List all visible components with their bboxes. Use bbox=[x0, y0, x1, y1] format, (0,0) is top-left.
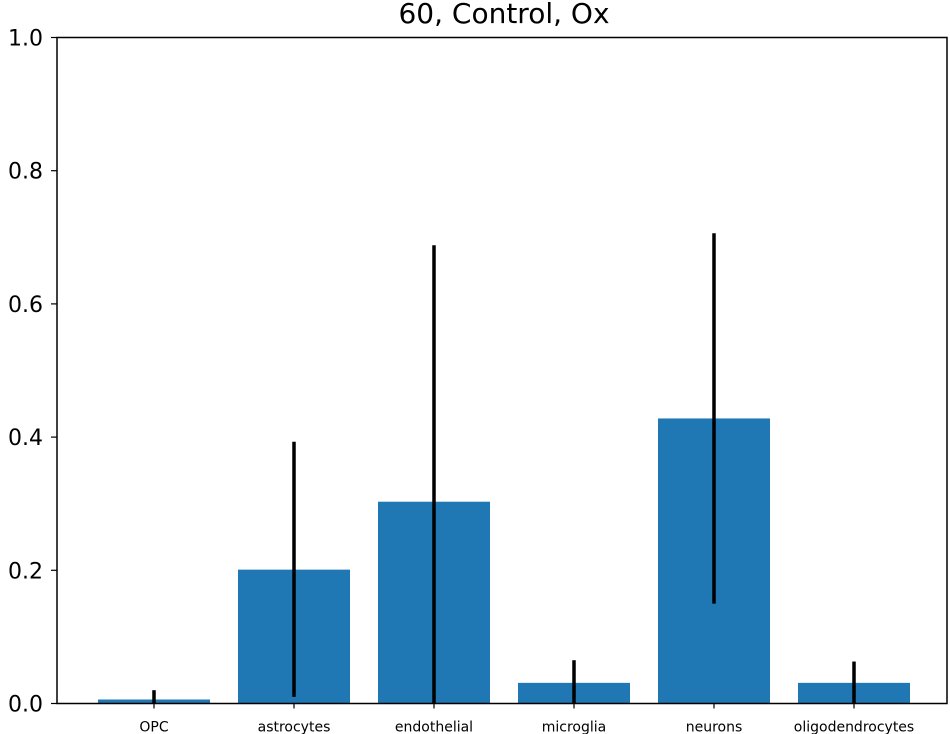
y-tick-label: 1.0 bbox=[8, 27, 43, 52]
y-tick-label: 0.4 bbox=[8, 426, 43, 451]
error-bars-group bbox=[152, 233, 856, 704]
y-tick-label: 0.8 bbox=[8, 160, 43, 185]
x-tick-label: oligodendrocytes bbox=[794, 720, 914, 734]
x-axis: OPC astrocytes endothelial microglia neurons… bbox=[139, 703, 914, 734]
y-tick-label: 0.6 bbox=[8, 293, 43, 318]
x-tick-label: endothelial bbox=[395, 720, 473, 734]
x-tick-label: astrocytes bbox=[258, 720, 331, 734]
plot-frame bbox=[56, 36, 948, 705]
y-tick-label: 0.0 bbox=[8, 693, 43, 718]
chart-title: 60, Control, Ox bbox=[398, 0, 609, 30]
x-tick-label: microglia bbox=[542, 720, 606, 734]
x-tick-label: neurons bbox=[686, 720, 743, 734]
y-tick-label: 0.2 bbox=[8, 559, 43, 584]
x-tick-label: OPC bbox=[139, 720, 168, 734]
y-axis: 0.0 0.2 0.4 0.6 0.8 1.0 bbox=[8, 27, 57, 718]
bars-group bbox=[98, 418, 910, 704]
